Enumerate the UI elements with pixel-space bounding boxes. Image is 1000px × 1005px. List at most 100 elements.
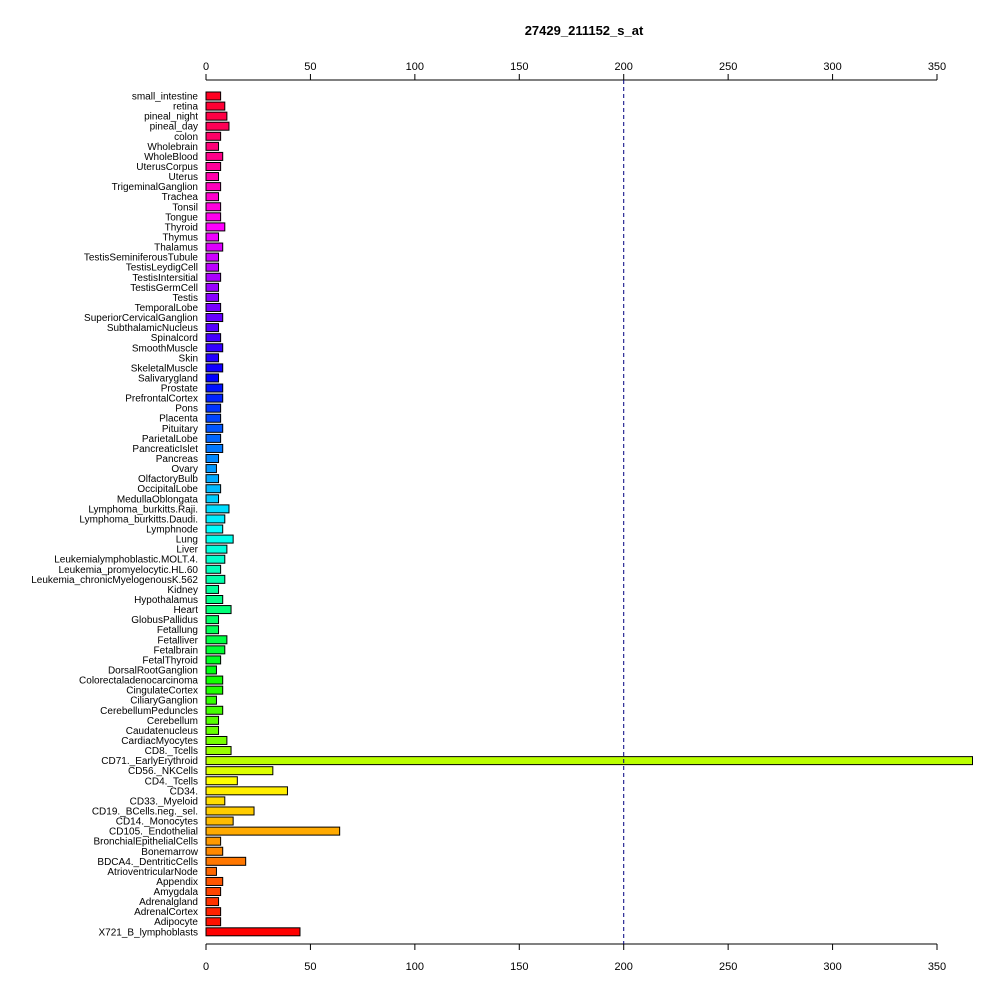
bar bbox=[205, 675, 224, 685]
bar bbox=[205, 615, 220, 625]
category-label: CD105._Endothelial bbox=[109, 827, 198, 838]
bar bbox=[205, 514, 226, 524]
category-label: Thyroid bbox=[165, 222, 198, 233]
category-label: CD34. bbox=[170, 786, 198, 797]
chart-title: 27429_211152_s_at bbox=[525, 23, 644, 38]
category-label: Hypothalamus bbox=[134, 595, 198, 606]
bar bbox=[205, 695, 217, 705]
bar bbox=[205, 746, 232, 756]
bar bbox=[205, 454, 220, 464]
bar bbox=[205, 383, 224, 393]
top-axis-tick-label: 200 bbox=[615, 61, 633, 73]
category-label: Testis bbox=[172, 293, 198, 304]
category-label: SkeletalMuscle bbox=[131, 363, 199, 374]
category-label: Ovary bbox=[171, 464, 198, 475]
category-label: Skin bbox=[179, 353, 198, 364]
category-label: TestisGermCell bbox=[130, 283, 198, 294]
category-label: Fetalbrain bbox=[154, 645, 198, 656]
category-label: CerebellumPeduncles bbox=[100, 706, 198, 717]
category-label: colon bbox=[174, 132, 198, 143]
bar bbox=[205, 725, 220, 735]
category-label: FetalThyroid bbox=[142, 655, 198, 666]
bar bbox=[205, 534, 234, 544]
category-label: Trachea bbox=[162, 192, 199, 203]
bar bbox=[205, 917, 222, 927]
bar bbox=[205, 343, 224, 353]
bar bbox=[205, 252, 220, 262]
bar bbox=[205, 887, 222, 897]
bar bbox=[205, 161, 222, 171]
category-label: Caudatenucleus bbox=[126, 726, 198, 737]
bar bbox=[205, 192, 220, 202]
category-label: Liver bbox=[176, 545, 198, 556]
bar bbox=[205, 474, 220, 484]
bottom-axis-tick-label: 0 bbox=[203, 961, 209, 973]
bar bbox=[205, 544, 228, 554]
top-axis-tick-label: 250 bbox=[719, 61, 737, 73]
category-label: Cerebellum bbox=[147, 716, 198, 727]
bar bbox=[205, 564, 222, 574]
category-label: PancreaticIslet bbox=[132, 444, 198, 455]
bar bbox=[205, 856, 247, 866]
bar bbox=[205, 504, 230, 514]
bars bbox=[205, 91, 974, 937]
bar bbox=[205, 655, 222, 665]
category-label: Pons bbox=[175, 404, 198, 415]
bar bbox=[205, 262, 220, 272]
bar bbox=[205, 222, 226, 232]
bottom-axis-tick-label: 200 bbox=[615, 961, 633, 973]
bar bbox=[205, 433, 222, 443]
bar bbox=[205, 796, 226, 806]
bar bbox=[205, 182, 222, 192]
category-label: Tonsil bbox=[172, 202, 198, 213]
category-label: DorsalRootGanglion bbox=[108, 665, 198, 676]
category-label: CiliaryGanglion bbox=[130, 696, 198, 707]
category-label: OccipitalLobe bbox=[137, 484, 198, 495]
bar bbox=[205, 625, 220, 635]
category-label: Lymphnode bbox=[146, 525, 198, 536]
category-label: X721_B_lymphoblasts bbox=[98, 927, 198, 938]
category-label: MedullaOblongata bbox=[117, 494, 199, 505]
category-label: Adipocyte bbox=[154, 917, 198, 928]
bar bbox=[205, 172, 220, 182]
category-label: Leukemia_promyelocytic.HL.60 bbox=[58, 565, 198, 576]
category-label: CD71._EarlyErythroid bbox=[101, 756, 198, 767]
bar bbox=[205, 776, 238, 786]
category-label: Fetallung bbox=[157, 625, 198, 636]
category-label: WholeBlood bbox=[144, 152, 198, 163]
top-axis-tick-label: 300 bbox=[823, 61, 841, 73]
bar bbox=[205, 907, 222, 917]
bar bbox=[205, 232, 220, 242]
bar bbox=[205, 91, 222, 101]
bar bbox=[205, 403, 222, 413]
category-label: Uterus bbox=[169, 172, 198, 183]
category-label: Lymphoma_burkitts.Raji. bbox=[88, 504, 198, 515]
category-label: Lung bbox=[176, 535, 198, 546]
bar bbox=[205, 202, 222, 212]
bar bbox=[205, 313, 224, 323]
bottom-axis: 0 50 100 150 200 250 300 350 bbox=[203, 943, 946, 973]
bar bbox=[205, 605, 232, 615]
bar bbox=[205, 866, 217, 876]
bar bbox=[205, 735, 228, 745]
bar bbox=[205, 645, 226, 655]
bar bbox=[205, 876, 224, 886]
category-label: small_intestine bbox=[132, 92, 199, 103]
category-label: TestisIntersitial bbox=[132, 273, 198, 284]
category-label: TrigeminalGanglion bbox=[112, 182, 198, 193]
bar bbox=[205, 836, 222, 846]
category-label: Placenta bbox=[159, 414, 198, 425]
bar bbox=[205, 272, 222, 282]
category-label: TemporalLobe bbox=[135, 303, 199, 314]
category-label: BronchialEpithelialCells bbox=[94, 837, 199, 848]
bar bbox=[205, 212, 222, 222]
bar bbox=[205, 756, 974, 766]
category-label: UterusCorpus bbox=[136, 162, 198, 173]
bottom-axis-tick-label: 250 bbox=[719, 961, 737, 973]
bar bbox=[205, 685, 224, 695]
bar bbox=[205, 393, 224, 403]
bar bbox=[205, 705, 224, 715]
bar bbox=[205, 715, 220, 725]
category-label: CD8._Tcells bbox=[145, 746, 198, 757]
bar bbox=[205, 635, 228, 645]
